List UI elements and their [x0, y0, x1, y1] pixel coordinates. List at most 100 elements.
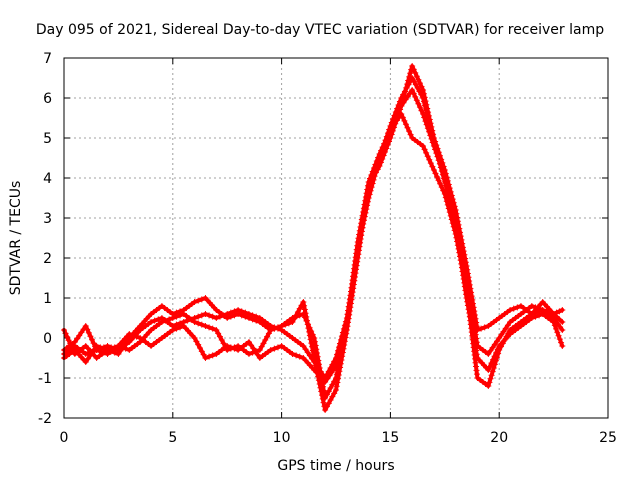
data-point-plus	[365, 187, 372, 193]
data-point-plus	[347, 300, 354, 307]
data-point-plus	[265, 330, 272, 337]
data-point-plus	[245, 339, 252, 345]
data-point-plus	[361, 213, 368, 220]
data-point-plus	[386, 126, 393, 133]
data-point-plus	[340, 337, 347, 344]
data-point-plus	[349, 285, 356, 292]
data-point-plus	[348, 292, 355, 299]
data-point-plus	[415, 100, 422, 107]
data-point-plus	[420, 143, 427, 149]
data-point-plus	[468, 305, 475, 312]
data-point-plus	[371, 169, 378, 176]
data-point-plus	[429, 163, 436, 170]
data-point-plus	[65, 337, 72, 344]
data-point-plus	[550, 319, 557, 325]
data-point-plus	[418, 83, 425, 90]
data-point-plus	[305, 321, 312, 328]
data-point-plus	[84, 355, 91, 362]
data-point-plus	[303, 317, 310, 324]
data-point-plus	[360, 217, 367, 224]
data-point-plus	[87, 333, 94, 340]
data-point-plus	[350, 277, 357, 284]
data-point-plus	[346, 304, 353, 311]
data-point-plus	[486, 363, 493, 370]
data-point-plus	[426, 120, 433, 127]
data-point-plus	[555, 332, 562, 339]
data-point-plus	[338, 349, 345, 355]
data-point-plus	[438, 168, 445, 175]
y-tick-label: 4	[43, 171, 52, 187]
data-point-plus	[262, 337, 269, 343]
data-point-plus	[271, 325, 278, 332]
data-point-plus	[465, 286, 472, 293]
data-point-plus	[173, 313, 180, 320]
data-point-plus	[300, 299, 307, 305]
x-tick-label: 5	[168, 430, 177, 446]
data-point-plus	[456, 237, 463, 244]
data-point-plus	[206, 353, 213, 360]
data-point-plus	[289, 351, 296, 357]
data-point-plus	[85, 329, 92, 336]
data-point-plus	[469, 312, 476, 319]
data-point-plus	[313, 350, 320, 356]
data-point-plus	[436, 160, 443, 167]
data-point-plus	[74, 335, 81, 342]
data-point-plus	[198, 321, 205, 328]
data-point-plus	[384, 130, 391, 137]
data-point-plus	[543, 308, 550, 315]
data-point-plus	[423, 109, 430, 116]
data-point-plus	[364, 194, 371, 201]
data-point-plus	[421, 102, 428, 109]
data-point-plus	[493, 349, 500, 356]
data-point-plus	[90, 340, 97, 347]
data-point-plus	[195, 297, 202, 304]
data-point-plus	[464, 278, 471, 285]
data-point-plus	[481, 324, 488, 331]
data-point-plus	[311, 359, 318, 365]
data-point-plus	[490, 365, 497, 371]
data-point-plus	[227, 345, 234, 352]
data-point-plus	[231, 308, 238, 315]
data-point-plus	[423, 149, 430, 156]
data-point-plus	[296, 353, 303, 360]
data-point-plus	[235, 307, 242, 313]
data-point-plus	[556, 316, 563, 323]
data-point-plus	[454, 222, 461, 229]
data-point-plus	[394, 105, 401, 112]
data-point-plus	[202, 323, 209, 329]
data-point-plus	[463, 275, 470, 281]
data-point-plus	[253, 348, 260, 355]
data-point-plus	[430, 167, 437, 173]
data-point-plus	[209, 325, 216, 332]
data-point-plus	[346, 307, 353, 314]
data-point-plus	[378, 147, 385, 154]
data-point-plus	[245, 311, 252, 317]
data-point-plus	[375, 158, 382, 165]
y-tick-label: -2	[38, 411, 52, 427]
y-tick-label: 3	[43, 211, 52, 227]
data-point-plus	[377, 151, 384, 158]
data-point-plus	[464, 282, 471, 289]
data-point-plus	[359, 224, 366, 231]
data-point-plus	[435, 157, 442, 164]
data-point-plus	[198, 348, 205, 355]
data-point-plus	[353, 258, 360, 265]
data-point-plus	[151, 317, 158, 324]
data-point-plus	[289, 315, 296, 321]
data-point-plus	[333, 387, 339, 393]
data-point-plus	[331, 390, 338, 397]
data-point-plus	[267, 347, 274, 353]
y-tick-label: 6	[43, 91, 52, 107]
data-point-plus	[198, 312, 205, 319]
data-point-plus	[461, 263, 468, 270]
data-point-plus	[88, 336, 95, 343]
data-point-plus	[445, 189, 452, 196]
data-point-plus	[336, 356, 343, 363]
data-point-plus	[353, 262, 360, 269]
data-point-plus	[227, 309, 234, 316]
data-point-plus	[318, 372, 325, 379]
data-point-plus	[396, 98, 403, 105]
data-point-plus	[325, 388, 332, 395]
data-point-plus	[404, 124, 411, 131]
data-point-plus	[409, 87, 416, 93]
